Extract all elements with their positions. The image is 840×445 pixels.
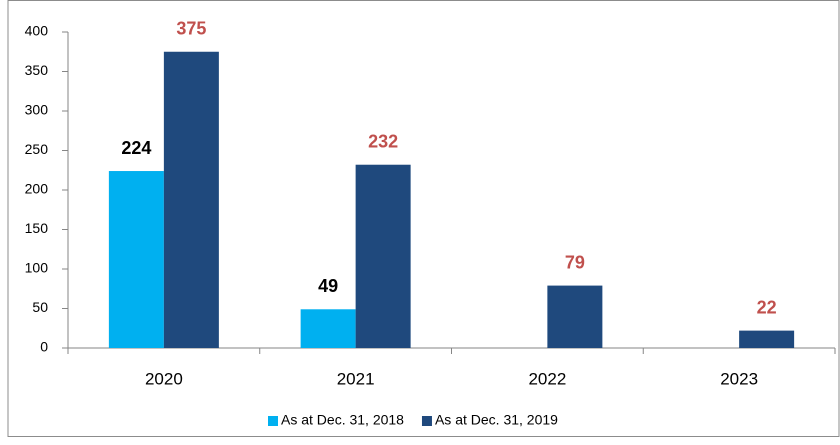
bar (300, 309, 356, 348)
y-tick-label: 100 (25, 260, 49, 276)
y-tick-label: 50 (32, 299, 48, 315)
bar (163, 51, 219, 348)
data-label: 22 (757, 297, 777, 317)
bar (739, 330, 795, 348)
data-label: 232 (368, 131, 398, 151)
legend-label: As at Dec. 31, 2019 (435, 412, 558, 428)
bar (355, 164, 411, 348)
y-tick-label: 200 (25, 181, 49, 197)
y-tick-label: 250 (25, 141, 49, 157)
data-label: 49 (318, 276, 338, 296)
bar (547, 285, 603, 348)
y-tick-label: 400 (25, 23, 49, 39)
y-tick-label: 150 (25, 220, 49, 236)
y-tick-label: 350 (25, 62, 49, 78)
y-tick-label: 300 (25, 102, 49, 118)
x-tick-label: 2023 (720, 369, 758, 388)
data-label: 375 (176, 19, 206, 39)
legend-swatch (421, 416, 432, 426)
y-tick-label: 0 (40, 339, 48, 355)
data-label: 224 (121, 138, 151, 158)
x-tick-label: 2022 (528, 369, 566, 388)
bar (108, 171, 164, 348)
data-label: 79 (565, 252, 585, 272)
legend-swatch (268, 416, 278, 426)
legend-label: As at Dec. 31, 2018 (281, 412, 404, 428)
x-tick-label: 2020 (145, 369, 183, 388)
x-tick-label: 2021 (337, 369, 375, 388)
